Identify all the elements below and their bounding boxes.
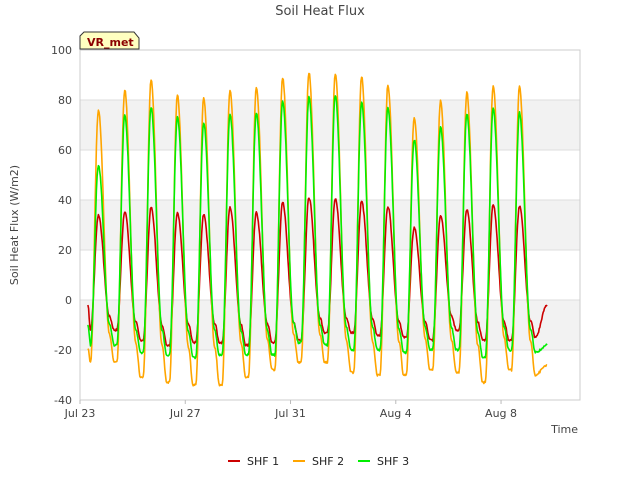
legend-label: SHF 3 bbox=[377, 455, 409, 468]
y-tick-label: 100 bbox=[51, 44, 72, 57]
x-tick-label: Jul 27 bbox=[169, 407, 201, 420]
series-layer bbox=[87, 72, 548, 387]
x-tick-label: Aug 4 bbox=[380, 407, 412, 420]
y-tick-label: 20 bbox=[58, 244, 72, 257]
badge-label: VR_met bbox=[87, 36, 134, 49]
y-tick-label: 80 bbox=[58, 94, 72, 107]
x-axis-label: Time bbox=[550, 423, 578, 436]
legend-label: SHF 1 bbox=[247, 455, 279, 468]
y-tick-labels: -40 -20 0 20 40 60 80 100 bbox=[51, 44, 72, 407]
legend-label: SHF 2 bbox=[312, 455, 344, 468]
plot-band bbox=[80, 350, 580, 400]
y-tick-label: 60 bbox=[58, 144, 72, 157]
site-badge: VR_met bbox=[79, 31, 140, 50]
y-tick-label: -40 bbox=[54, 394, 72, 407]
x-tick-label: Aug 8 bbox=[485, 407, 517, 420]
plot-frame bbox=[79, 49, 581, 401]
y-tick-label: 40 bbox=[58, 194, 72, 207]
badge-shape bbox=[79, 31, 140, 50]
x-tick-label: Jul 31 bbox=[274, 407, 306, 420]
y-axis-label: Soil Heat Flux (W/m2) bbox=[8, 165, 21, 285]
legend: SHF 1 SHF 2 SHF 3 bbox=[228, 455, 409, 468]
x-tick-labels: Jul 23 Jul 27 Jul 31 Aug 4 Aug 8 bbox=[64, 400, 517, 420]
y-tick-label: -20 bbox=[54, 344, 72, 357]
series-line-shf-3 bbox=[87, 95, 548, 360]
chart-title: Soil Heat Flux bbox=[275, 4, 365, 19]
y-tick-label: 0 bbox=[65, 294, 72, 307]
x-tick-label: Jul 23 bbox=[64, 407, 96, 420]
